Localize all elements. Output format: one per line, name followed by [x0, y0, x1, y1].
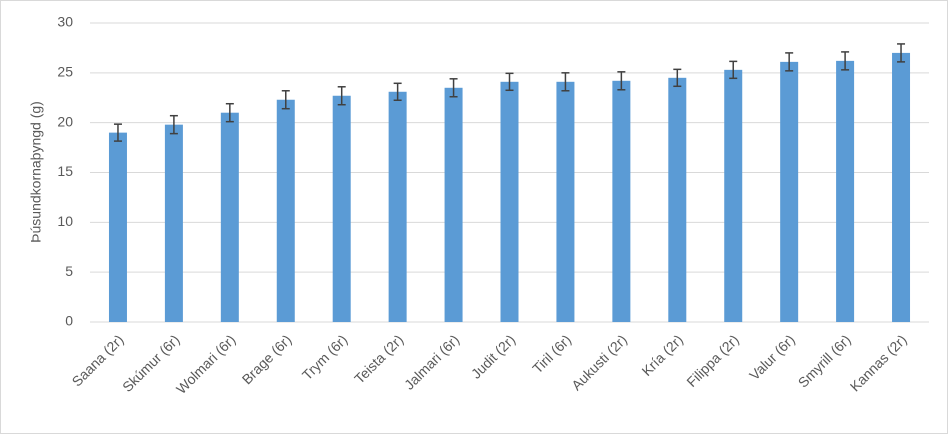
error-bar [337, 86, 346, 106]
y-tick-label: 10 [57, 213, 73, 229]
bar [108, 132, 127, 322]
bar [276, 99, 295, 322]
y-tick-label: 20 [57, 113, 73, 129]
error-bar [729, 60, 738, 80]
bar [388, 91, 407, 323]
bar [164, 124, 183, 322]
y-tick-label: 5 [65, 263, 73, 279]
y-tick-label: 30 [57, 14, 73, 30]
bar [668, 77, 687, 322]
error-bar [673, 68, 682, 88]
error-bar [505, 72, 514, 92]
bar [724, 69, 743, 323]
error-bar [449, 78, 458, 98]
error-bar [561, 72, 570, 92]
bar [332, 95, 351, 322]
error-bar [281, 90, 290, 110]
error-bar [841, 51, 850, 71]
error-bar [617, 71, 626, 91]
bar [556, 81, 575, 322]
error-bar [897, 43, 906, 63]
bar [892, 52, 911, 323]
error-bar [113, 123, 122, 142]
y-tick-label: 25 [57, 64, 73, 80]
bar [612, 80, 631, 322]
bar [500, 81, 519, 322]
bar [780, 61, 799, 323]
y-tick-label: 0 [65, 313, 73, 329]
bar [220, 112, 239, 322]
error-bar [225, 102, 234, 123]
bar [836, 60, 855, 323]
error-bar [169, 114, 178, 135]
bar [444, 87, 463, 323]
y-tick-label: 15 [57, 163, 73, 179]
y-axis-title: Þúsundkornaþyngd (g) [28, 101, 44, 243]
error-bar [393, 82, 402, 101]
error-bar [785, 52, 794, 72]
